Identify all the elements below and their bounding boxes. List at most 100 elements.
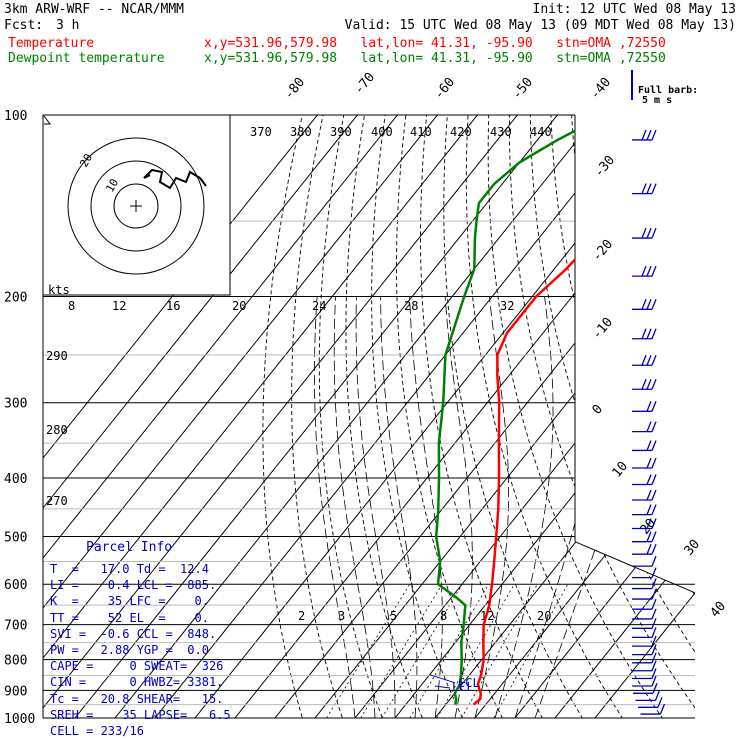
theta-tick-label: 430 bbox=[490, 125, 512, 139]
wind-barb-flag bbox=[651, 618, 657, 629]
mixing-ratio-line bbox=[436, 583, 515, 718]
wind-barb-flag bbox=[646, 421, 652, 432]
moist-adiabat bbox=[474, 296, 510, 718]
dry-adiabat bbox=[633, 115, 695, 718]
isotherm-tick-label: -20 bbox=[590, 237, 617, 265]
hodo-kts-label: kts bbox=[48, 283, 70, 297]
wind-barb-flag bbox=[641, 299, 647, 310]
dry-adiabat bbox=[291, 115, 348, 718]
pressure-tick-label: 800 bbox=[4, 654, 27, 669]
wind-barb-flag bbox=[646, 457, 652, 469]
wind-barb-flag bbox=[646, 531, 652, 542]
wind-barb-flag bbox=[651, 668, 657, 679]
isotherm bbox=[43, 115, 398, 718]
theta-tick-label: 400 bbox=[371, 125, 393, 139]
hodograph-trace bbox=[143, 168, 207, 190]
hodograph-ring bbox=[113, 183, 159, 229]
wind-barb-flag bbox=[651, 543, 657, 555]
wind-barb-flag bbox=[651, 401, 657, 412]
wind-barb-flag bbox=[651, 421, 657, 432]
mixing-ratio-tick-label: 5 bbox=[390, 609, 397, 623]
dry-adiabat bbox=[612, 115, 695, 718]
moist-adiabat bbox=[494, 296, 554, 718]
theta-tick-label: 290 bbox=[46, 349, 68, 363]
wind-barb-flag bbox=[646, 379, 652, 390]
init-time: Init: 12 UTC Wed 08 May 13 bbox=[532, 2, 737, 17]
wind-barb-flag bbox=[651, 598, 657, 610]
isotherm-tick-label: 0 bbox=[590, 402, 607, 418]
wind-barb-flag bbox=[646, 328, 652, 339]
isotherm-tick-label: 40 bbox=[708, 599, 730, 621]
moist-adiabat bbox=[380, 296, 418, 718]
pressure-tick-label: 300 bbox=[4, 397, 27, 412]
dry-adiabat bbox=[443, 115, 591, 718]
isotherm bbox=[154, 115, 638, 718]
theta-tick-label: 270 bbox=[46, 494, 68, 508]
isotherm bbox=[43, 115, 518, 718]
isotherm bbox=[554, 115, 695, 718]
dry-adiabat bbox=[487, 115, 672, 718]
hodograph-ring bbox=[90, 160, 182, 252]
dry-adiabat bbox=[591, 115, 695, 718]
dry-adiabat bbox=[717, 115, 740, 731]
wind-barb-flag bbox=[659, 703, 666, 715]
isotherm-tick-label: -60 bbox=[432, 75, 459, 103]
dewpoint-line bbox=[434, 115, 606, 705]
dry-adiabat bbox=[465, 115, 632, 718]
theta-tick-label: 280 bbox=[46, 423, 68, 437]
wind-barb-flag bbox=[651, 660, 657, 672]
wind-barb-flag bbox=[641, 227, 647, 239]
hodograph-ring bbox=[67, 137, 205, 275]
hodo-speed-label: 28 bbox=[404, 299, 418, 313]
parcel-info-row: SREH = 35 LAPSE= 6.5 bbox=[50, 707, 231, 722]
moist-adiabat bbox=[313, 296, 356, 718]
hodo-speed-label: 32 bbox=[500, 299, 514, 313]
moist-adiabats bbox=[313, 296, 669, 718]
wind-barb-flag bbox=[646, 543, 652, 555]
wind-barb-flag bbox=[651, 354, 657, 366]
wind-barb-flag bbox=[651, 518, 657, 529]
parcel-info-row: K = 35 LFC = 0. bbox=[50, 594, 209, 609]
wind-barb-flag bbox=[651, 474, 657, 485]
mixing-ratio-tick-label: 20 bbox=[537, 609, 551, 623]
parcel-info-row: CIN = 0 HWBZ= 3381. bbox=[50, 675, 224, 690]
hodo-speed-label: 16 bbox=[166, 299, 180, 313]
wind-barb-flag bbox=[641, 379, 647, 390]
parcel-info-row: CAPE = 0 SWEAT= 326 bbox=[50, 659, 224, 674]
wind-barb-flag bbox=[654, 690, 661, 701]
lcl-leader bbox=[434, 685, 451, 689]
pressure-tick-label: 1000 bbox=[4, 712, 35, 727]
wind-barb-flag bbox=[646, 401, 652, 412]
wind-barb-flag bbox=[646, 518, 652, 529]
dewpoint-legend-info: x,y=531.96,579.98 lat,lon= 41.31, -95.90… bbox=[204, 51, 666, 66]
wind-barb-flag bbox=[641, 354, 647, 366]
wind-barb-flag bbox=[651, 608, 657, 620]
wind-barb-flag bbox=[651, 588, 657, 600]
parcel-info-row: SVI = -0.6 CCL = 848. bbox=[50, 626, 217, 641]
fcst-label: Fcst: bbox=[4, 18, 44, 33]
temperature-legend-info: x,y=531.96,579.98 lat,lon= 41.31, -95.90… bbox=[204, 36, 666, 51]
wind-barb-flag bbox=[646, 440, 652, 451]
dry-adiabat bbox=[674, 115, 695, 718]
wind-barb-flag bbox=[657, 697, 663, 708]
wind-barb-flag bbox=[651, 183, 657, 194]
isotherm-tick-label: -40 bbox=[588, 75, 615, 103]
ccl-leader bbox=[429, 674, 456, 684]
mixing-ratio-line bbox=[360, 583, 443, 718]
wind-barb-flag bbox=[646, 227, 652, 239]
wind-barb-flag bbox=[641, 265, 647, 277]
dry-adiabat bbox=[345, 115, 429, 718]
pressure-tick-label: 600 bbox=[4, 578, 27, 593]
wind-barb-flag bbox=[646, 489, 652, 501]
hodo-speed-label: 12 bbox=[112, 299, 126, 313]
hodo-corner-mark bbox=[43, 115, 51, 125]
hodo-speed-label: 20 bbox=[232, 299, 246, 313]
wind-barb-flag bbox=[651, 457, 657, 469]
wind-barb-flag bbox=[646, 504, 652, 515]
parcel-info-row: T = 17.0 Td = 12.4 bbox=[50, 562, 209, 576]
dry-adiabats bbox=[262, 115, 740, 731]
full-barb-label: Full barb: bbox=[638, 85, 698, 96]
full-barb-value: 5 m s bbox=[642, 95, 672, 106]
mixing-ratio-line bbox=[326, 583, 411, 718]
